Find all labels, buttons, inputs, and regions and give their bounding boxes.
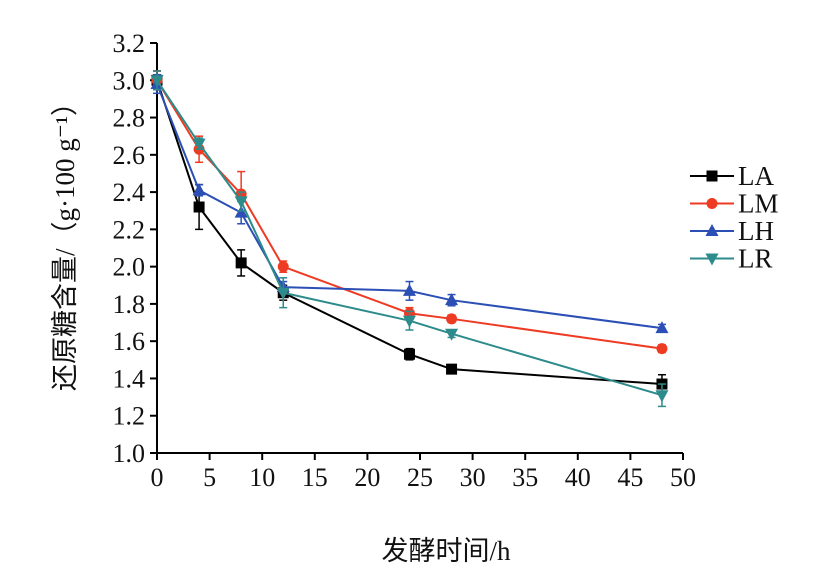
data-point: [402, 283, 416, 296]
data-point: [276, 287, 290, 300]
y-tick-label: 1.2: [113, 402, 146, 431]
data-point: [193, 201, 205, 213]
x-tick-label: 0: [151, 463, 164, 492]
x-tick-label: 15: [302, 463, 328, 492]
data-point: [234, 205, 248, 218]
legend-label: LM: [738, 189, 779, 219]
x-tick-label: 45: [617, 463, 643, 492]
legend-marker: [705, 224, 719, 236]
data-point: [403, 348, 415, 360]
y-axis-title: 还原糖含量/（g·100 g⁻¹）: [50, 89, 80, 391]
data-point: [445, 328, 459, 341]
data-point: [150, 75, 164, 88]
data-point: [655, 390, 669, 403]
y-tick-label: 2.6: [113, 141, 146, 170]
x-tick-label: 40: [565, 463, 591, 492]
series-la: [151, 70, 668, 395]
data-point: [402, 315, 416, 328]
legend-marker: [706, 198, 718, 209]
y-tick-label: 1.8: [113, 290, 146, 319]
legend-label: LR: [738, 244, 773, 274]
x-tick-label: 20: [354, 463, 380, 492]
series-layer: [150, 70, 669, 408]
data-point: [445, 293, 459, 306]
y-tick-label: 2.4: [113, 178, 146, 207]
y-tick-label: 2.2: [113, 215, 146, 244]
x-tick-label: 50: [670, 463, 696, 492]
data-point: [277, 261, 289, 273]
legend-label: LA: [738, 161, 774, 191]
y-tick-label: 3.2: [113, 29, 146, 58]
y-tick-label: 3.0: [113, 66, 146, 95]
data-point: [235, 257, 247, 269]
series-lh: [150, 73, 669, 334]
legend-item-la: LA: [690, 161, 774, 191]
y-tick-label: 2.8: [113, 104, 146, 133]
axes: 0 5 10 15 20 25 30 35 40 45 50 1.0 1.2 1.4 1.6 1.8 2.0 2.…: [113, 29, 697, 492]
legend-marker: [706, 170, 718, 182]
data-point: [655, 321, 669, 334]
x-tick-label: 10: [249, 463, 275, 492]
y-tick-label: 1.0: [113, 439, 146, 468]
data-point: [192, 138, 206, 151]
x-tick-label: 30: [460, 463, 486, 492]
legend-label: LH: [738, 216, 774, 246]
data-point: [656, 343, 668, 355]
series-lr: [150, 70, 669, 408]
data-point: [234, 196, 248, 209]
x-axis-title: 发酵时间/h: [381, 536, 511, 566]
legend-item-lh: LH: [690, 216, 774, 246]
data-point: [446, 313, 458, 325]
x-tick-label: 35: [512, 463, 538, 492]
x-tick-label: 25: [407, 463, 433, 492]
legend-item-lr: LR: [690, 244, 773, 274]
legend-item-lm: LM: [690, 189, 779, 219]
y-tick-label: 2.0: [113, 253, 146, 282]
legend-marker: [705, 253, 719, 266]
data-point: [192, 183, 206, 196]
x-tick-label: 5: [203, 463, 216, 492]
data-point: [446, 363, 458, 375]
y-tick-label: 1.4: [113, 364, 146, 393]
y-tick-label: 1.6: [113, 327, 146, 356]
